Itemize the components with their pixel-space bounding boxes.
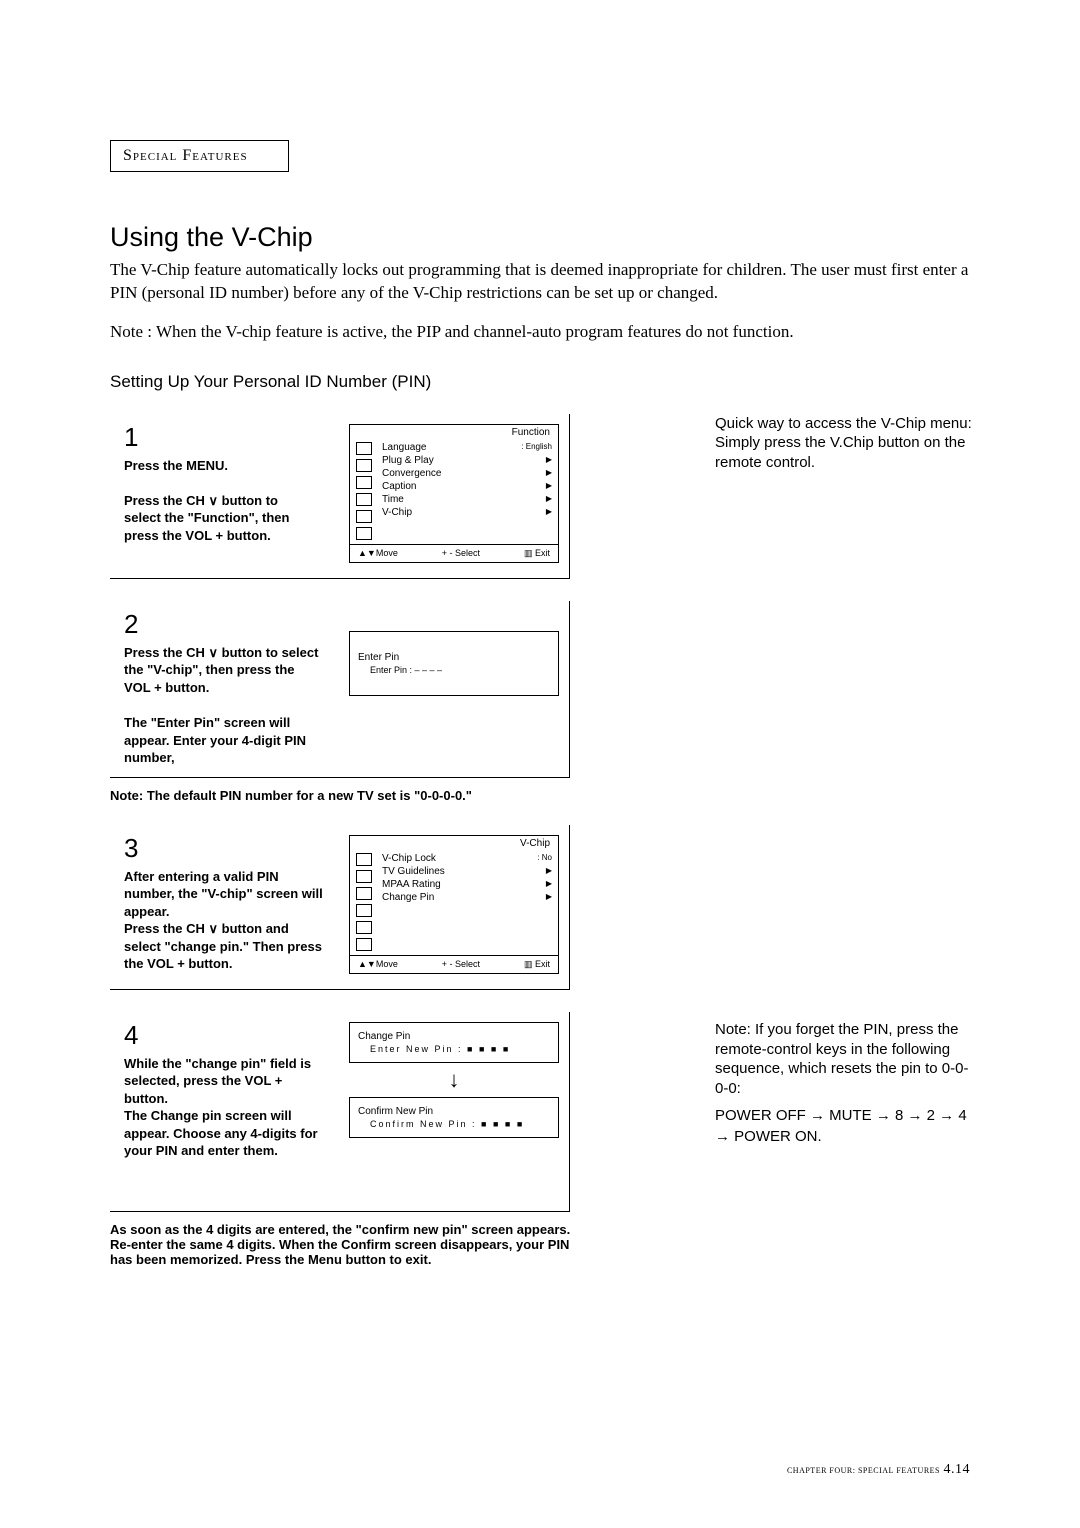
step-2: 2 Press the CH ∨ button to select the "V… — [110, 601, 570, 778]
osd1-value: ▶ — [546, 468, 552, 479]
step-1-line2: Press the CH ∨ button to select the "Fun… — [124, 493, 289, 543]
reset-sequence: POWER OFF → MUTE → 8 → 2 → 4 → POWER ON. — [715, 1106, 975, 1147]
osd2-row: Enter Pin : – – – – — [358, 665, 550, 675]
osd1-item: Plug & Play — [382, 455, 434, 466]
osd3-footer-move: ▲▼Move — [358, 959, 398, 970]
osd1-footer-select: + - Select — [442, 548, 480, 559]
step-1: 1 Press the MENU. Press the CH ∨ button … — [110, 414, 570, 579]
step-4-note: As soon as the 4 digits are entered, the… — [110, 1222, 580, 1267]
osd1-footer-exit: ▥ Exit — [524, 548, 550, 559]
osd1-value: ▶ — [546, 455, 552, 466]
step-4-text: While the "change pin" field is selected… — [124, 1055, 324, 1160]
osd1-value: ▶ — [546, 507, 552, 518]
osd3-icon-column — [356, 853, 374, 951]
step-3-line2: Press the CH ∨ button and select "change… — [124, 921, 322, 971]
osd4-bottom-title: Confirm New Pin — [358, 1106, 550, 1117]
osd4-top-title: Change Pin — [358, 1031, 550, 1042]
osd-icon — [356, 527, 372, 540]
osd-icon — [356, 510, 372, 523]
step-4-line1: While the "change pin" field is selected… — [124, 1056, 311, 1106]
osd1-icon-column — [356, 442, 374, 540]
subtitle: Setting Up Your Personal ID Number (PIN) — [110, 372, 970, 392]
osd3-value: ▶ — [546, 892, 552, 903]
osd1-footer-move: ▲▼Move — [358, 548, 398, 559]
manual-page: Special Features Using the V-Chip The V-… — [0, 0, 1080, 1528]
osd3-item: TV Guidelines — [382, 866, 445, 877]
osd1-value: ▶ — [546, 481, 552, 492]
osd3-footer-select: + - Select — [442, 959, 480, 970]
page-title: Using the V-Chip — [110, 222, 970, 253]
osd-icon — [356, 493, 372, 506]
osd-vchip-menu: V-Chip V-Chip Lock : No TV Guidelines ▶ MP… — [349, 835, 559, 974]
osd3-item: V-Chip Lock — [382, 853, 436, 864]
osd1-menu: Language : English Plug & Play ▶ Convergen… — [382, 442, 552, 540]
step-3-text: After entering a valid PIN number, the "… — [124, 868, 324, 973]
steps-area: Quick way to access the V-Chip menu: Sim… — [110, 414, 970, 1267]
osd3-item: Change Pin — [382, 892, 434, 903]
intro-text: The V-Chip feature automatically locks o… — [110, 259, 970, 305]
step-2-text: Press the CH ∨ button to select the "V-c… — [124, 644, 324, 767]
step-4-line2: The Change pin screen will appear. Choos… — [124, 1108, 318, 1158]
section-label: Special Features — [110, 140, 289, 172]
osd-icon — [356, 442, 372, 455]
footer-chapter: Chapter Four: Special Features — [787, 1462, 940, 1476]
page-footer: Chapter Four: Special Features 4.14 — [787, 1462, 970, 1478]
osd-function-menu: Function Language : English Plug & Play ▶ … — [349, 424, 559, 563]
osd-icon — [356, 904, 372, 917]
osd3-footer-exit: ▥ Exit — [524, 959, 550, 970]
step-3-line1: After entering a valid PIN number, the "… — [124, 869, 323, 919]
osd2-title: Enter Pin — [358, 652, 550, 663]
osd-icon — [356, 870, 372, 883]
quick-access-note: Quick way to access the V-Chip menu: Sim… — [715, 414, 975, 473]
step-2-line2: The "Enter Pin" screen will appear. Ente… — [124, 715, 306, 765]
osd-icon — [356, 887, 372, 900]
step-4: 4 While the "change pin" field is select… — [110, 1012, 570, 1212]
osd3-header: V-Chip — [350, 836, 558, 851]
osd-icon — [356, 459, 372, 472]
osd1-item: Time — [382, 494, 404, 505]
osd3-menu: V-Chip Lock : No TV Guidelines ▶ MPAA Rati… — [382, 853, 552, 951]
osd-icon — [356, 476, 372, 489]
arrow-down-icon: ↓ — [349, 1069, 559, 1091]
step-1-text: Press the MENU. Press the CH ∨ button to… — [124, 457, 314, 545]
osd1-value: : English — [521, 442, 552, 453]
osd-enter-pin: Enter Pin Enter Pin : – – – – — [349, 631, 559, 696]
step-2-note: Note: The default PIN number for a new T… — [110, 788, 580, 803]
osd1-item: Language — [382, 442, 427, 453]
osd-icon — [356, 921, 372, 934]
osd1-item: Convergence — [382, 468, 441, 479]
side-column: Quick way to access the V-Chip menu: Sim… — [715, 414, 975, 1147]
osd4-top-row: Enter New Pin : ■ ■ ■ ■ — [358, 1044, 550, 1054]
osd-icon — [356, 938, 372, 951]
osd3-item: MPAA Rating — [382, 879, 441, 890]
forget-pin-note: Note: If you forget the PIN, press the r… — [715, 1020, 975, 1098]
osd1-value: ▶ — [546, 494, 552, 505]
osd-icon — [356, 853, 372, 866]
step-2-line1: Press the CH ∨ button to select the "V-c… — [124, 645, 318, 695]
osd3-value: ▶ — [546, 879, 552, 890]
osd3-value: ▶ — [546, 866, 552, 877]
footer-page-number: 4.14 — [944, 1462, 971, 1477]
note-text: Note : When the V-chip feature is active… — [110, 321, 970, 344]
osd-change-pin-group: Change Pin Enter New Pin : ■ ■ ■ ■ ↓ Con… — [349, 1022, 559, 1138]
step-1-line1: Press the MENU. — [124, 458, 228, 473]
osd1-header: Function — [350, 425, 558, 440]
step-3: 3 After entering a valid PIN number, the… — [110, 825, 570, 990]
osd1-item: V-Chip — [382, 507, 412, 518]
osd4-bottom: Confirm New Pin Confirm New Pin : ■ ■ ■ … — [349, 1097, 559, 1138]
osd4-bottom-row: Confirm New Pin : ■ ■ ■ ■ — [358, 1119, 550, 1129]
osd1-item: Caption — [382, 481, 416, 492]
osd4-top: Change Pin Enter New Pin : ■ ■ ■ ■ — [349, 1022, 559, 1063]
osd3-value: : No — [537, 853, 552, 864]
